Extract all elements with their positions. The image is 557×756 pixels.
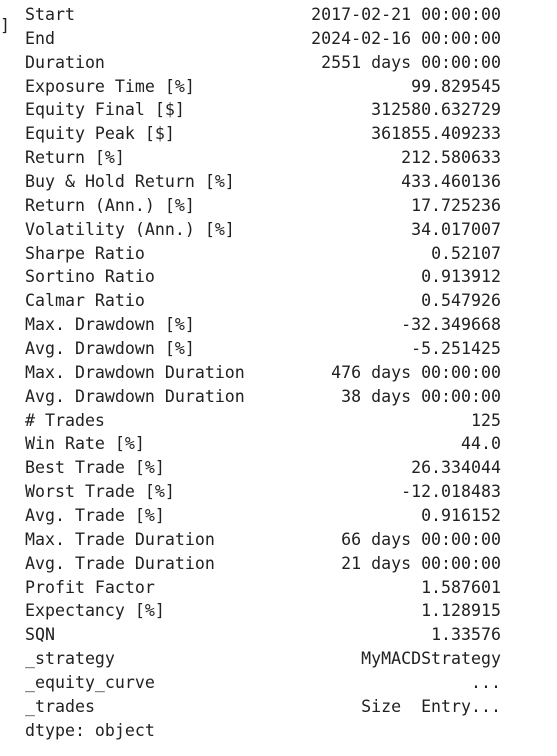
series-key: Return [%]: [25, 148, 125, 168]
series-key: Buy & Hold Return [%]: [25, 172, 235, 192]
series-value: 21 days 00:00:00: [341, 553, 501, 573]
series-key: Profit Factor: [25, 577, 155, 597]
series-row: Expectancy [%] 1.128915: [25, 599, 501, 623]
series-key: Start: [25, 5, 75, 24]
series-row: # Trades 125: [25, 409, 501, 433]
series-key: _equity_curve: [25, 673, 155, 693]
series-value: -5.251425: [411, 339, 501, 359]
series-key: Expectancy [%]: [25, 601, 165, 621]
series-row: Avg. Drawdown [%] -5.251425: [25, 337, 501, 361]
series-value: 44.0: [461, 434, 501, 454]
series-value: 1.33576: [431, 625, 501, 645]
series-row: Calmar Ratio 0.547926: [25, 289, 501, 313]
series-key: Win Rate [%]: [25, 434, 145, 454]
series-row: Win Rate [%] 44.0: [25, 432, 501, 456]
series-row: Max. Drawdown [%] -32.349668: [25, 313, 501, 337]
series-value: 99.829545: [411, 76, 501, 96]
series-key: # Trades: [25, 410, 105, 430]
series-row: Max. Trade Duration 66 days 00:00:00: [25, 528, 501, 552]
series-row: SQN 1.33576: [25, 623, 501, 647]
series-value: 66 days 00:00:00: [341, 529, 501, 549]
series-key: Calmar Ratio: [25, 291, 145, 311]
series-key: End: [25, 28, 55, 48]
series-key: Max. Drawdown [%]: [25, 315, 195, 335]
series-value: 433.460136: [401, 172, 501, 192]
series-value: Size Entry...: [361, 696, 501, 716]
series-value: 2017-02-21 00:00:00: [311, 5, 501, 24]
series-key: Duration: [25, 52, 105, 72]
series-row: Buy & Hold Return [%] 433.460136: [25, 170, 501, 194]
series-key: Sortino Ratio: [25, 267, 155, 287]
series-row: Return [%] 212.580633: [25, 146, 501, 170]
series-row: _trades Size Entry...: [25, 695, 501, 719]
series-value: 1.587601: [421, 577, 501, 597]
series-value: -12.018483: [401, 482, 501, 502]
series-value: 34.017007: [411, 219, 501, 239]
series-rows: Start 2017-02-21 00:00:00 End 2024-02-16 00…: [25, 3, 501, 719]
series-key: Equity Final [$]: [25, 100, 185, 120]
series-row: Duration 2551 days 00:00:00: [25, 51, 501, 75]
series-value: 0.547926: [421, 291, 501, 311]
series-row: Sortino Ratio 0.913912: [25, 265, 501, 289]
cell-prompt-bracket: ]: [0, 16, 10, 35]
series-key: Max. Drawdown Duration: [25, 362, 245, 382]
series-value: 26.334044: [411, 458, 501, 478]
series-row: Avg. Trade [%] 0.916152: [25, 504, 501, 528]
series-value: 0.916152: [421, 506, 501, 526]
series-value: 1.128915: [421, 601, 501, 621]
series-key: Exposure Time [%]: [25, 76, 195, 96]
series-value: 0.913912: [421, 267, 501, 287]
series-key: Avg. Drawdown [%]: [25, 339, 195, 359]
series-key: Equity Peak [$]: [25, 124, 175, 144]
series-key: Volatility (Ann.) [%]: [25, 219, 235, 239]
series-row: End 2024-02-16 00:00:00: [25, 27, 501, 51]
series-output: Start 2017-02-21 00:00:00 End 2024-02-16 00…: [25, 3, 501, 743]
series-key: _trades: [25, 696, 95, 716]
series-value: 2024-02-16 00:00:00: [311, 28, 501, 48]
dtype-line: dtype: object: [25, 720, 155, 740]
series-value: 125: [471, 410, 501, 430]
series-value: 312580.632729: [371, 100, 501, 120]
series-key: Avg. Drawdown Duration: [25, 386, 245, 406]
series-value: 476 days 00:00:00: [331, 362, 501, 382]
series-row: Volatility (Ann.) [%] 34.017007: [25, 218, 501, 242]
series-value: 38 days 00:00:00: [341, 386, 501, 406]
series-row: Avg. Trade Duration 21 days 00:00:00: [25, 552, 501, 576]
series-value: -32.349668: [401, 315, 501, 335]
series-key: Sharpe Ratio: [25, 243, 145, 263]
series-row: _equity_curve...: [25, 671, 501, 695]
series-row: Equity Peak [$] 361855.409233: [25, 122, 501, 146]
series-key: Avg. Trade [%]: [25, 506, 165, 526]
series-row: Profit Factor 1.587601: [25, 576, 501, 600]
series-key: SQN: [25, 625, 55, 645]
series-value: MyMACDStrategy: [361, 649, 501, 669]
series-row: Exposure Time [%] 99.829545: [25, 75, 501, 99]
series-key: Avg. Trade Duration: [25, 553, 215, 573]
series-row: _strategy MyMACDStrategy: [25, 647, 501, 671]
series-key: Max. Trade Duration: [25, 529, 215, 549]
series-value: ...: [471, 673, 501, 693]
series-row: Start 2017-02-21 00:00:00: [25, 3, 501, 27]
series-row: Avg. Drawdown Duration 38 days 00:00:00: [25, 385, 501, 409]
series-row: Max. Drawdown Duration 476 days 00:00:00: [25, 361, 501, 385]
series-key: Best Trade [%]: [25, 458, 165, 478]
series-key: _strategy: [25, 649, 115, 669]
series-value: 212.580633: [401, 148, 501, 168]
series-row: Return (Ann.) [%] 17.725236: [25, 194, 501, 218]
series-row: Equity Final [$] 312580.632729: [25, 98, 501, 122]
series-row: Worst Trade [%] -12.018483: [25, 480, 501, 504]
series-row: Best Trade [%] 26.334044: [25, 456, 501, 480]
series-value: 17.725236: [411, 195, 501, 215]
series-key: Return (Ann.) [%]: [25, 195, 195, 215]
series-row: Sharpe Ratio 0.52107: [25, 242, 501, 266]
series-key: Worst Trade [%]: [25, 482, 175, 502]
series-value: 0.52107: [431, 243, 501, 263]
series-value: 361855.409233: [371, 124, 501, 144]
series-value: 2551 days 00:00:00: [321, 52, 501, 72]
